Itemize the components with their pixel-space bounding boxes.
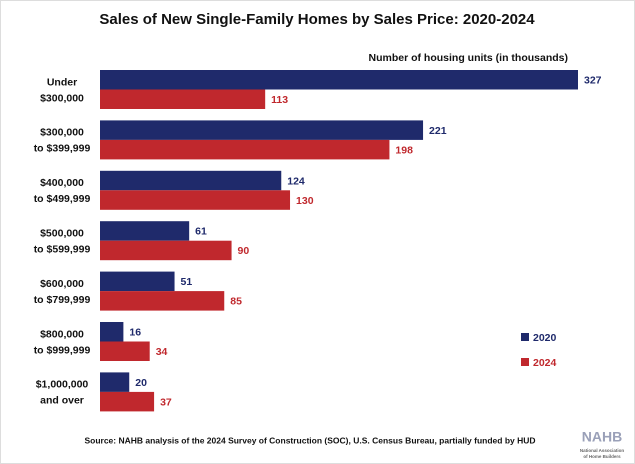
value-label: 20 [135, 377, 147, 389]
y-tick-label: Under [47, 76, 77, 88]
legend-swatch [521, 358, 529, 366]
value-label: 16 [129, 327, 141, 339]
value-label: 124 [287, 175, 305, 187]
bar [100, 322, 124, 342]
legend-label: 2020 [533, 332, 557, 344]
value-label: 113 [271, 94, 288, 106]
value-label: 327 [584, 75, 602, 87]
value-label: 221 [429, 125, 447, 137]
bar [100, 221, 190, 241]
y-tick-label: $400,000 [40, 177, 84, 189]
y-tick-label: to $999,999 [34, 344, 91, 356]
legend-label: 2024 [533, 357, 557, 369]
bar [100, 240, 232, 261]
bar [100, 372, 130, 392]
bar [100, 120, 424, 140]
y-tick-label: $1,000,000 [36, 379, 89, 391]
bar [100, 190, 291, 210]
value-label: 34 [156, 346, 168, 358]
y-tick-label: $800,000 [40, 328, 84, 340]
value-label: 90 [238, 245, 250, 257]
value-label: 85 [230, 296, 242, 308]
bar [100, 170, 282, 191]
logo: NAHB [582, 429, 622, 445]
bar [100, 341, 150, 361]
y-tick-label: $300,000 [40, 92, 84, 104]
y-tick-label: $500,000 [40, 227, 84, 239]
bar [100, 271, 175, 292]
y-tick-label: $600,000 [40, 278, 84, 290]
y-tick-label: to $499,999 [34, 193, 91, 205]
logo-tagline: National Association [580, 448, 625, 453]
value-label: 61 [195, 226, 207, 238]
y-tick-label: to $599,999 [34, 243, 91, 255]
value-label: 198 [395, 144, 413, 156]
logo-tagline: of Home Builders [583, 454, 621, 459]
y-tick-label: $300,000 [40, 127, 84, 139]
legend-swatch [521, 333, 529, 341]
y-tick-label: to $799,999 [34, 294, 91, 306]
value-label: 130 [296, 195, 314, 207]
bar [100, 139, 390, 160]
value-label: 37 [160, 396, 172, 408]
y-tick-label: and over [40, 395, 84, 407]
y-tick-label: to $399,999 [34, 143, 91, 155]
bar [100, 391, 155, 412]
value-label: 51 [181, 276, 193, 288]
bar [100, 89, 266, 109]
source: Source: NAHB analysis of the 2024 Survey… [84, 435, 535, 445]
chart-title: Sales of New Single-Family Homes by Sale… [99, 11, 535, 28]
bar [100, 70, 578, 90]
bar [100, 291, 225, 311]
axis-label: Number of housing units (in thousands) [369, 52, 569, 64]
